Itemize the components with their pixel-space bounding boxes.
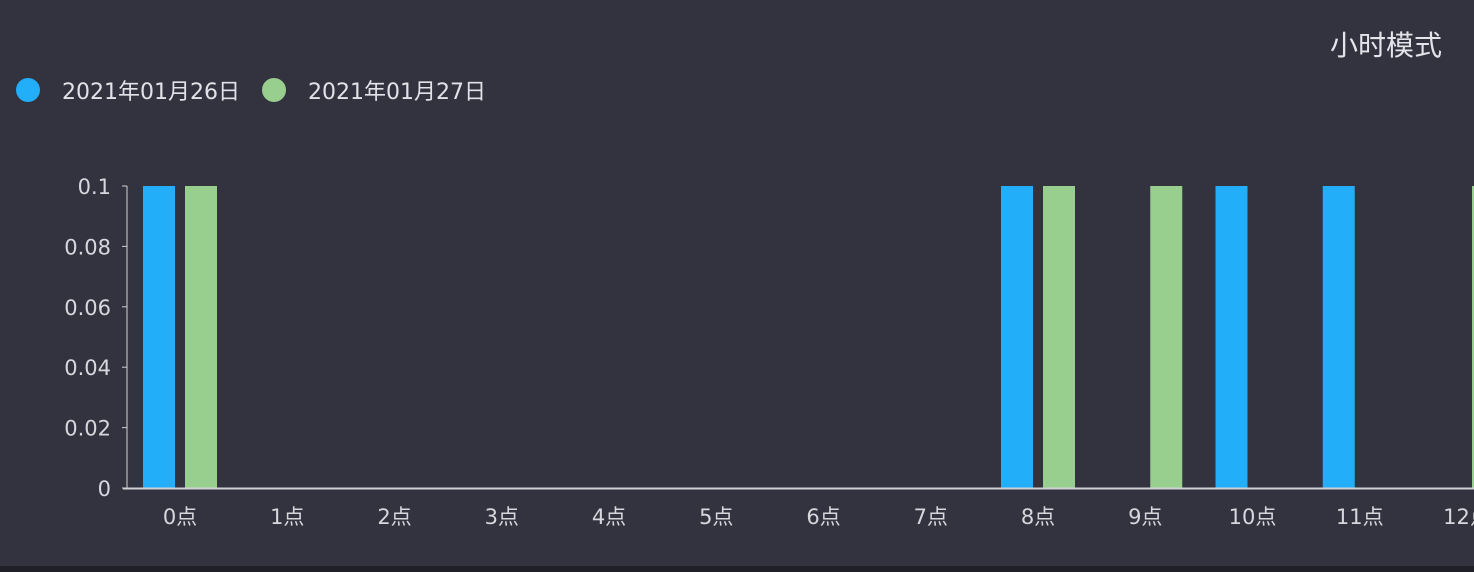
x-tick-label: 10点 — [1229, 505, 1277, 529]
x-tick-label: 0点 — [163, 505, 197, 529]
x-tick-label: 2点 — [377, 505, 411, 529]
bar-1-10点[interactable] — [1216, 186, 1248, 488]
bar-1-11点[interactable] — [1323, 186, 1355, 488]
axes-layer — [122, 186, 1474, 489]
y-tick-label: 0.04 — [64, 356, 111, 380]
x-tick-label: 11点 — [1336, 505, 1384, 529]
y-tick-label: 0.08 — [64, 235, 111, 259]
bar-1-0点[interactable] — [143, 186, 175, 488]
y-tick-label: 0.06 — [64, 296, 111, 320]
bars-layer — [143, 186, 1474, 488]
x-tick-label: 1点 — [270, 505, 304, 529]
x-tick-label: 4点 — [592, 505, 626, 529]
y-tick-label: 0 — [98, 477, 111, 501]
labels-layer: 0 0.02 0.04 0.06 0.08 0.1 0点 1点 2点 3点 4点 5点 6点 7点 8点 9点… — [64, 175, 1474, 529]
x-tick-label: 7点 — [914, 505, 948, 529]
y-tick-label: 0.1 — [78, 175, 111, 199]
y-tick-label: 0.02 — [64, 417, 111, 441]
bottom-strip — [0, 566, 1474, 572]
x-tick-label: 5点 — [699, 505, 733, 529]
x-tick-label: 9点 — [1128, 505, 1162, 529]
bar-2-8点[interactable] — [1043, 186, 1075, 488]
bar-2-9点[interactable] — [1150, 186, 1182, 488]
bar-2-0点[interactable] — [185, 186, 217, 488]
x-tick-label: 8点 — [1021, 505, 1055, 529]
x-tick-label: 3点 — [485, 505, 519, 529]
x-tick-label: 6点 — [806, 505, 840, 529]
bar-1-8点[interactable] — [1001, 186, 1033, 488]
x-tick-label: 12点 — [1443, 505, 1474, 529]
